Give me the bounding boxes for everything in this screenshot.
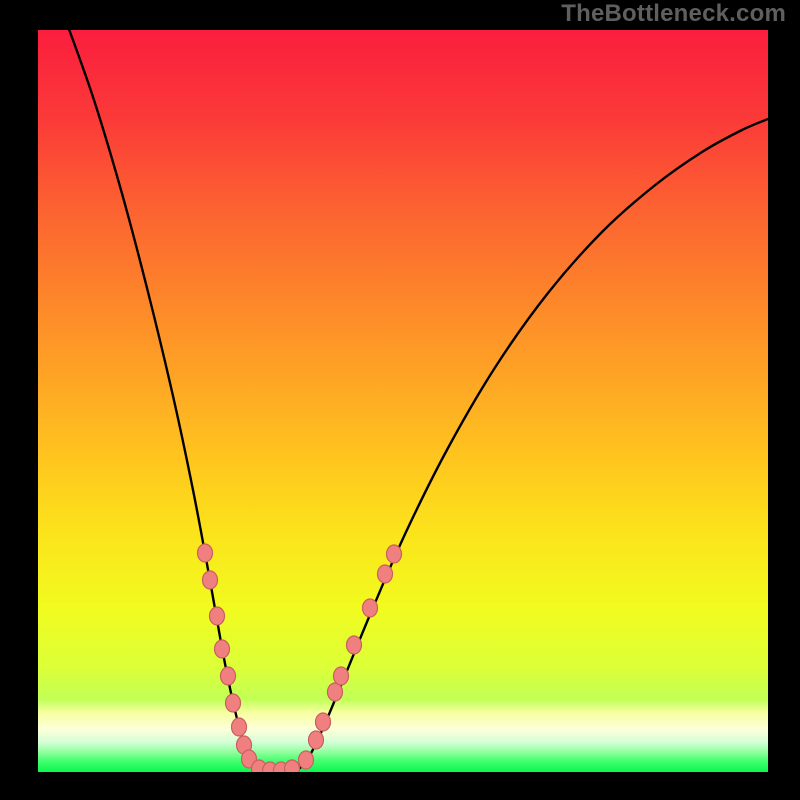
- data-marker: [215, 640, 230, 658]
- data-marker: [363, 599, 378, 617]
- data-marker: [334, 667, 349, 685]
- data-marker: [347, 636, 362, 654]
- data-marker: [203, 571, 218, 589]
- data-marker: [309, 731, 324, 749]
- data-marker: [328, 683, 343, 701]
- plot-border: [768, 0, 800, 800]
- data-marker: [316, 713, 331, 731]
- plot-border: [0, 772, 800, 800]
- data-marker: [210, 607, 225, 625]
- data-marker: [378, 565, 393, 583]
- plot-border: [0, 0, 38, 800]
- data-marker: [221, 667, 236, 685]
- data-marker: [226, 694, 241, 712]
- data-marker: [198, 544, 213, 562]
- gradient-background: [38, 30, 768, 772]
- data-marker: [387, 545, 402, 563]
- watermark-text: TheBottleneck.com: [561, 0, 786, 28]
- outer-frame: TheBottleneck.com: [0, 0, 800, 800]
- bottleneck-chart: [0, 0, 800, 800]
- data-marker: [299, 751, 314, 769]
- data-marker: [232, 718, 247, 736]
